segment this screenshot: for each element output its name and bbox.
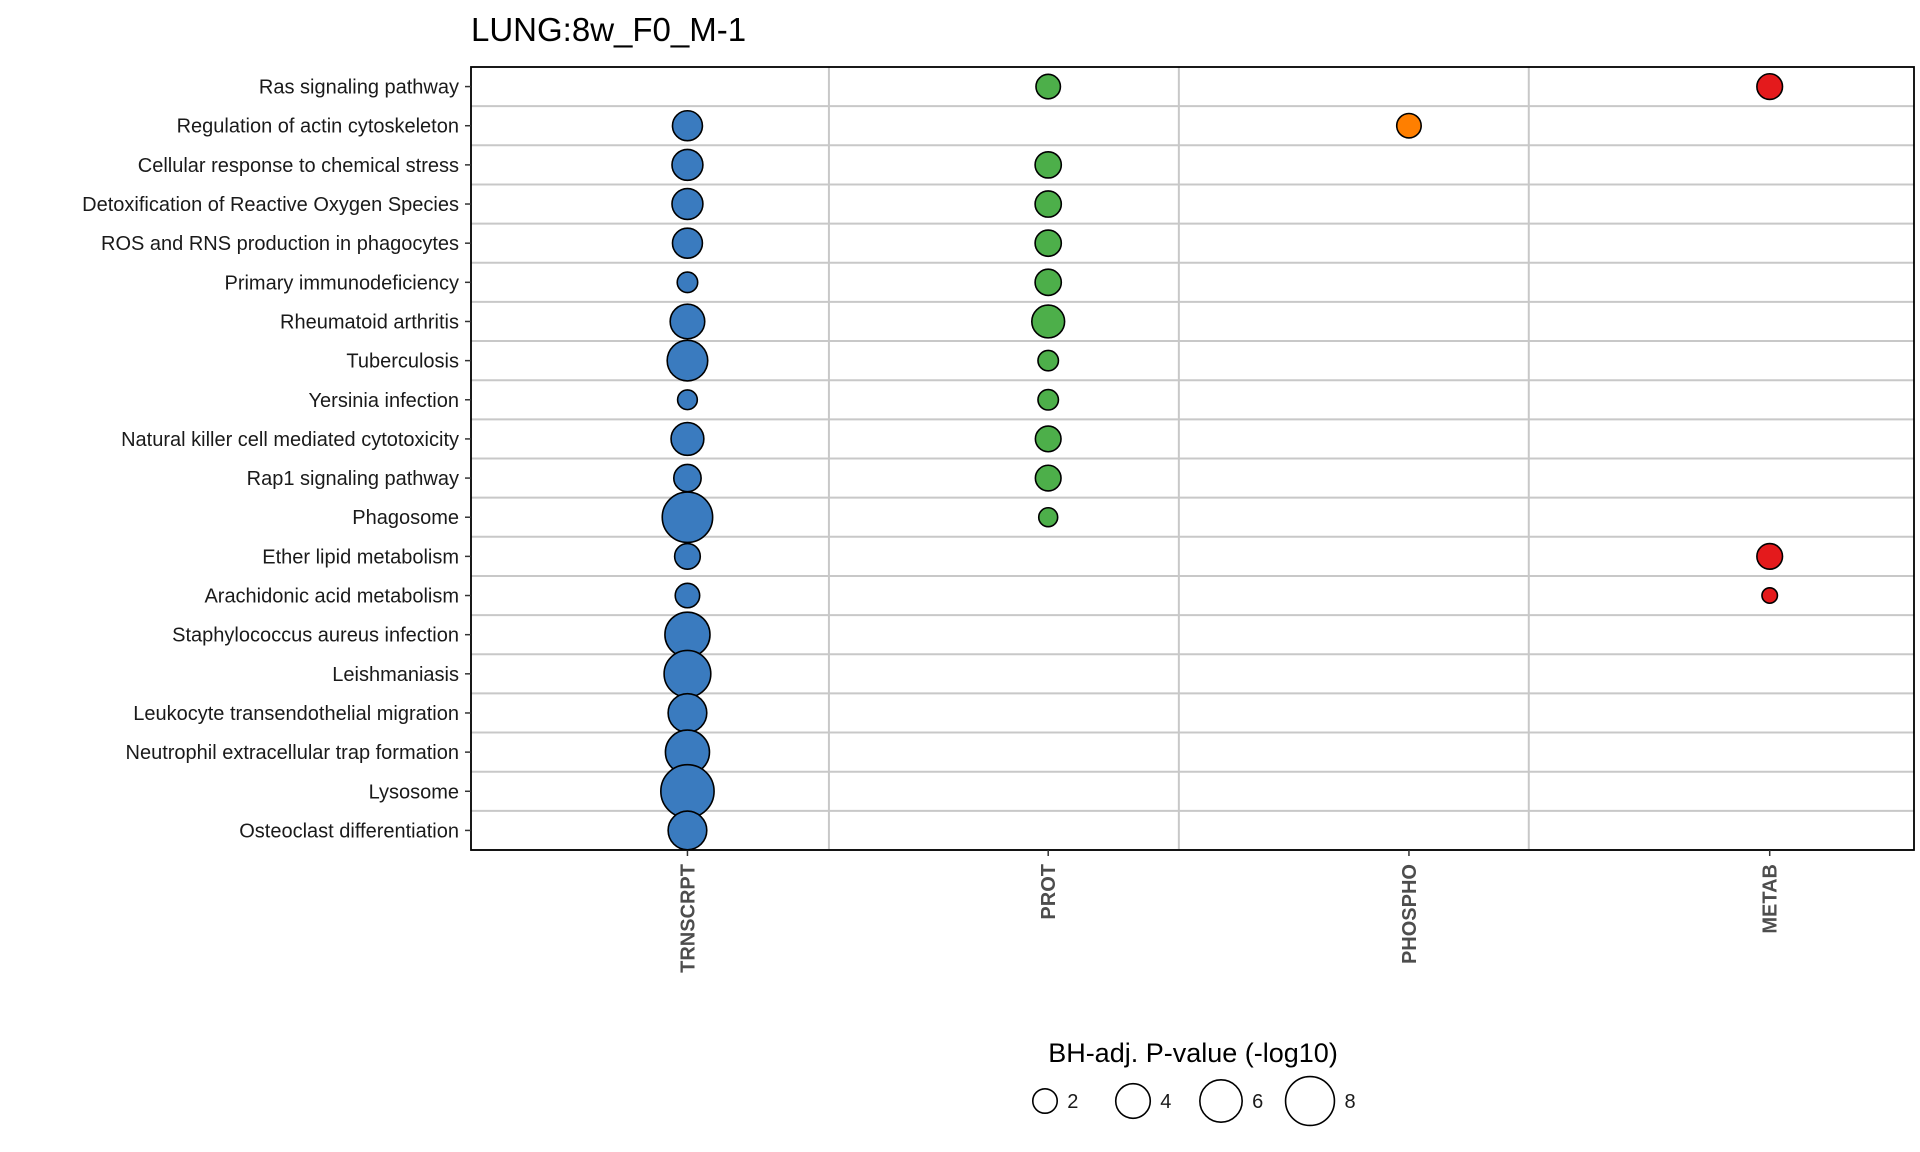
data-point bbox=[671, 109, 704, 142]
data-point bbox=[667, 692, 708, 734]
y-tick-label: Rheumatoid arthritis bbox=[280, 311, 459, 333]
data-point bbox=[671, 187, 704, 221]
data-point bbox=[1034, 190, 1063, 218]
y-tick-label: Osteoclast differentiation bbox=[239, 820, 459, 842]
y-tick-label: Tuberculosis bbox=[346, 351, 459, 373]
data-point bbox=[1037, 506, 1059, 528]
legend-size-key bbox=[1199, 1079, 1243, 1123]
data-point bbox=[669, 303, 706, 340]
data-point bbox=[670, 421, 705, 457]
data-point bbox=[660, 763, 715, 819]
size-legend: BH-adj. P-value (-log10) 2 4 6 8 bbox=[1031, 1038, 1356, 1127]
legend-size-label: 4 bbox=[1160, 1091, 1171, 1113]
data-point bbox=[1761, 586, 1779, 605]
x-tick-label: METAB bbox=[1760, 864, 1782, 934]
legend-size-key bbox=[1114, 1082, 1152, 1120]
y-tick-labels: Ras signaling pathway Regulation of actin… bbox=[82, 77, 471, 842]
data-points bbox=[660, 72, 1784, 851]
legend-size-key bbox=[1284, 1075, 1336, 1127]
y-tick-label: Rap1 signaling pathway bbox=[247, 468, 459, 490]
legend-size-label: 8 bbox=[1344, 1091, 1355, 1113]
data-point bbox=[667, 810, 708, 851]
y-tick-label: Neutrophil extracellular trap formation bbox=[126, 742, 460, 764]
data-point bbox=[666, 339, 709, 382]
y-tick-label: Regulation of actin cytoskeleton bbox=[177, 116, 459, 138]
y-tick-label: Leishmaniasis bbox=[332, 664, 459, 686]
data-point bbox=[1034, 425, 1062, 453]
grid-lines bbox=[471, 67, 1914, 851]
data-point bbox=[1037, 349, 1060, 372]
plot-border bbox=[470, 66, 1915, 851]
data-point bbox=[676, 389, 699, 411]
data-point bbox=[1756, 72, 1784, 101]
y-tick-label: Staphylococcus aureus infection bbox=[172, 625, 459, 647]
y-tick-label: Ether lipid metabolism bbox=[262, 546, 459, 568]
y-tick-label: Cellular response to chemical stress bbox=[138, 155, 459, 177]
data-point bbox=[1395, 112, 1422, 139]
y-tick-label: Arachidonic acid metabolism bbox=[204, 586, 459, 608]
data-point bbox=[1756, 542, 1784, 570]
data-point bbox=[676, 271, 699, 294]
y-tick-label: Lysosome bbox=[369, 781, 459, 803]
data-point bbox=[1034, 464, 1062, 492]
y-tick-label: Yersinia infection bbox=[309, 390, 459, 412]
data-point bbox=[674, 582, 701, 609]
x-tick-label: PHOSPHO bbox=[1399, 864, 1421, 964]
data-point bbox=[1031, 304, 1066, 339]
data-point bbox=[663, 649, 712, 698]
y-tick-label: ROS and RNS production in phagocytes bbox=[101, 233, 459, 255]
y-tick-label: Phagosome bbox=[352, 507, 459, 529]
data-point bbox=[1034, 229, 1063, 258]
legend-size-key bbox=[1031, 1087, 1059, 1115]
data-point bbox=[1035, 73, 1062, 100]
data-point bbox=[671, 148, 704, 182]
data-point bbox=[1034, 268, 1063, 297]
y-tick-label: Natural killer cell mediated cytotoxicit… bbox=[121, 429, 459, 451]
data-point bbox=[671, 227, 704, 259]
data-point bbox=[661, 491, 714, 544]
y-tick-label: Leukocyte transendothelial migration bbox=[133, 703, 459, 725]
legend-size-label: 2 bbox=[1067, 1091, 1078, 1113]
y-tick-label: Ras signaling pathway bbox=[259, 77, 459, 99]
chart-title: LUNG:8w_F0_M-1 bbox=[471, 11, 746, 48]
y-tick-label: Detoxification of Reactive Oxygen Specie… bbox=[82, 194, 459, 216]
plot-frame bbox=[470, 66, 1915, 851]
legend-title: BH-adj. P-value (-log10) bbox=[1048, 1038, 1338, 1068]
data-point bbox=[1034, 150, 1063, 179]
legend-size-label: 6 bbox=[1252, 1091, 1263, 1113]
y-tick-label: Primary immunodeficiency bbox=[224, 272, 459, 294]
data-point bbox=[1037, 388, 1060, 411]
data-point bbox=[673, 542, 702, 570]
x-tick-labels: TRNSCRPT PROT PHOSPHO METAB bbox=[677, 850, 1782, 973]
x-tick-label: TRNSCRPT bbox=[677, 864, 699, 973]
data-point bbox=[672, 463, 702, 493]
x-tick-label: PROT bbox=[1038, 864, 1060, 920]
